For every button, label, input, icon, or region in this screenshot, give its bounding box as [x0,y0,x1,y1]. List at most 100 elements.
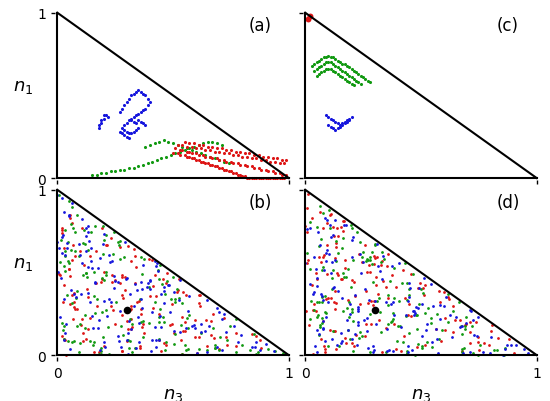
Point [131,128,140,134]
Point [333,288,342,295]
Point [322,217,331,223]
Point [100,277,108,283]
Point [255,346,264,353]
Point [117,322,126,329]
Point [350,292,359,299]
Point [190,156,199,162]
Point [312,73,321,79]
Point [436,316,444,322]
Point [370,261,379,267]
Point [306,281,315,288]
Point [382,326,391,332]
Point [338,123,346,129]
Point [436,299,444,305]
Point [118,274,127,281]
Point [65,214,74,220]
Point [347,222,356,228]
Point [184,346,192,353]
Point [62,321,70,327]
Point [70,306,79,312]
Point [181,319,190,325]
Point [169,151,178,157]
Point [183,315,191,322]
Point [243,175,251,182]
Point [302,260,311,266]
Point [95,255,104,261]
Point [415,285,424,292]
Point [85,238,94,245]
Point [524,350,532,356]
Point [393,338,402,345]
Point [210,164,219,170]
Point [417,333,426,339]
Point [356,81,365,88]
Point [102,233,111,239]
Point [127,324,136,331]
Point [388,299,397,305]
Point [74,349,83,356]
Point [183,149,191,156]
Point [215,149,224,156]
Point [339,235,348,241]
Point [353,342,362,348]
Point [185,141,194,147]
Point [509,349,518,356]
Point [208,325,217,331]
Point [174,296,183,302]
Point [301,223,310,230]
Point [403,297,411,303]
Point [273,175,282,182]
Point [312,299,321,306]
Point [80,227,89,234]
Point [427,320,436,326]
Point [81,248,90,255]
Point [61,330,70,336]
Point [192,149,201,156]
Point [107,300,116,306]
Point [443,294,452,300]
Point [81,233,90,239]
Point [343,327,352,334]
Point [316,243,324,249]
Point [251,351,260,358]
Point [177,322,186,328]
Point [119,295,128,302]
Point [96,345,105,351]
Point [324,251,333,258]
Point [63,292,72,298]
Point [232,316,240,322]
Point [268,175,277,182]
Point [254,349,262,355]
Point [399,339,408,345]
Point [118,106,127,113]
Point [87,229,96,235]
Point [53,269,62,275]
Point [60,337,69,344]
Point [329,299,338,306]
Point [137,296,146,302]
Point [384,302,393,308]
Point [124,350,133,357]
Point [340,119,349,126]
Point [500,345,509,352]
Point [118,131,127,137]
Point [123,318,131,324]
Point [123,337,132,343]
Point [204,139,212,146]
Point [180,342,189,348]
Point [348,237,356,244]
Point [139,262,147,269]
Point [312,269,321,276]
Point [192,350,201,357]
Point [123,275,131,282]
Point [371,241,380,248]
Point [345,301,354,308]
Point [317,267,326,273]
Point [323,271,332,277]
X-axis label: $n_3$: $n_3$ [163,385,183,401]
Point [102,312,111,319]
Point [327,211,336,218]
Point [302,229,311,235]
Point [81,270,90,277]
Point [397,280,406,286]
